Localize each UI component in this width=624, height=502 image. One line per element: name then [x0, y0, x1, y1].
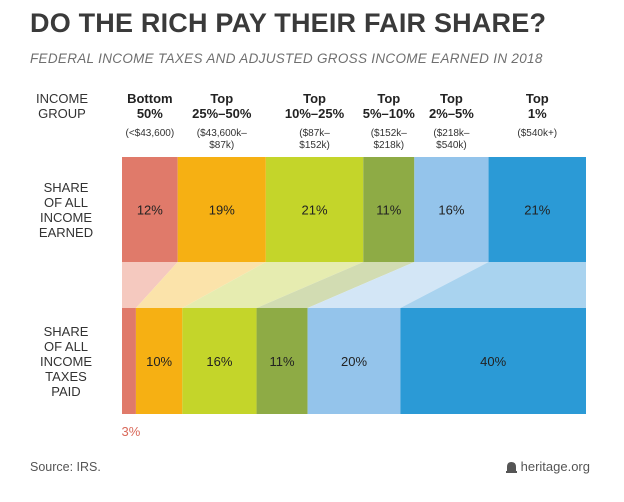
source-note: Source: IRS.	[30, 460, 101, 474]
category-range: $152k)	[299, 140, 330, 151]
connector-band	[400, 262, 586, 308]
category-name: Top	[440, 91, 463, 106]
chart-title: DO THE RICH PAY THEIR FAIR SHARE?	[30, 8, 547, 38]
category-range: $218k)	[374, 140, 405, 151]
bar-segment	[182, 308, 257, 414]
brand-name: heritage.org	[520, 459, 590, 474]
category-range: ($540k+)	[517, 128, 557, 139]
row-label: PAID	[51, 384, 80, 399]
category-name: Top	[303, 91, 326, 106]
bar-value-label: 21%	[524, 203, 550, 218]
bar-segment	[414, 157, 489, 262]
row-label: SHARE	[44, 180, 89, 195]
category-range: ($152k–	[371, 128, 408, 139]
bar-segment	[363, 157, 415, 262]
connector-band	[135, 262, 266, 308]
bar-value-label: 19%	[209, 203, 235, 218]
bar-segment	[256, 308, 308, 414]
bar-segment	[177, 157, 266, 262]
row-label: OF ALL	[44, 339, 88, 354]
category-name: 10%–25%	[285, 106, 345, 121]
column-headers: INCOMEGROUPBottom50%(<$43,600)Top25%–50%…	[36, 91, 557, 151]
connector-band	[182, 262, 364, 308]
category-range: ($87k–	[299, 128, 330, 139]
stacked-bar-chart: INCOMEGROUPBottom50%(<$43,600)Top25%–50%…	[36, 91, 586, 440]
bar-value-label: 11%	[270, 354, 295, 369]
category-range: $540k)	[436, 140, 467, 151]
row-label: INCOME	[40, 210, 92, 225]
bar-segment	[122, 157, 178, 262]
row-label: EARNED	[39, 225, 93, 240]
bell-icon	[505, 461, 517, 473]
bar-segment	[307, 308, 401, 414]
category-name: 5%–10%	[363, 106, 415, 121]
bar-value-label: 16%	[438, 203, 464, 218]
category-name: Top	[377, 91, 400, 106]
category-name: 25%–50%	[192, 106, 252, 121]
bar-value-label: 21%	[302, 203, 328, 218]
row-label: SHARE	[44, 324, 89, 339]
bars	[122, 157, 586, 414]
category-name: Top	[526, 91, 549, 106]
bar-value-labels: 12% 19% 21% 11% 16% 21% 3% 10% 16% 11% 20% 40%	[122, 203, 551, 440]
bar-segment	[122, 308, 136, 414]
bar-value-label: 16%	[206, 354, 232, 369]
category-range: ($218k–	[433, 128, 470, 139]
category-name: 50%	[137, 106, 163, 121]
connector-band	[122, 262, 178, 308]
row-label: INCOME	[40, 354, 92, 369]
row-label: OF ALL	[44, 195, 88, 210]
group-header-label: INCOME	[36, 91, 88, 106]
category-name: Top	[210, 91, 233, 106]
bar-value-label: 11%	[376, 203, 401, 218]
group-header-label: GROUP	[38, 106, 86, 121]
category-name: 2%–5%	[429, 106, 474, 121]
connector-band	[307, 262, 489, 308]
category-range: $87k)	[209, 140, 234, 151]
bar-value-label: 20%	[341, 354, 367, 369]
bar-segment	[135, 308, 183, 414]
connector-band	[256, 262, 415, 308]
category-name: Bottom	[127, 91, 173, 106]
category-range: (<$43,600)	[126, 128, 175, 139]
chart-subtitle: FEDERAL INCOME TAXES AND ADJUSTED GROSS …	[30, 51, 543, 66]
category-name: 1%	[528, 106, 547, 121]
connector-bands	[122, 262, 586, 308]
category-range: ($43,600k–	[197, 128, 247, 139]
bar-value-label: 12%	[137, 203, 163, 218]
bar-value-label: 10%	[146, 354, 172, 369]
brand[interactable]: heritage.org	[505, 459, 590, 474]
bar-segment	[488, 157, 586, 262]
bar-value-label: 3%	[122, 424, 141, 439]
bar-segment	[400, 308, 586, 414]
bar-value-label: 40%	[480, 354, 506, 369]
bar-segment	[265, 157, 364, 262]
row-label: TAXES	[45, 369, 87, 384]
